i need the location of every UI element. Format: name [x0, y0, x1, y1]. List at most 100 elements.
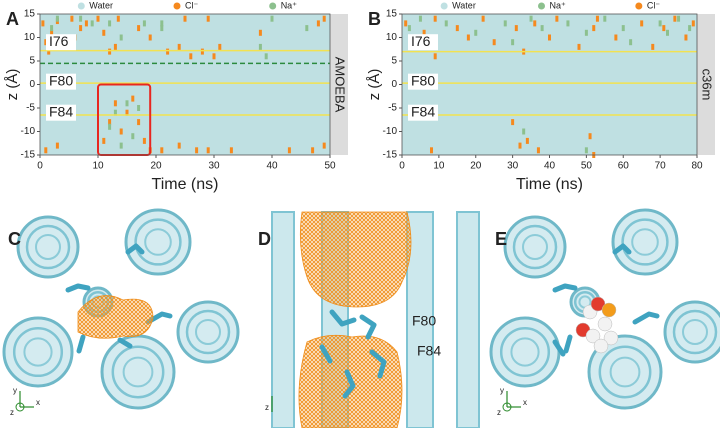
panel-label: B: [368, 9, 381, 29]
data-point: [142, 20, 146, 27]
data-point: [90, 20, 94, 27]
data-point: [44, 39, 48, 46]
legend-label: Cl⁻: [647, 0, 660, 10]
side-chain: [563, 334, 573, 354]
data-point: [125, 109, 129, 116]
model-strip: [330, 14, 348, 155]
axis-z: [502, 402, 512, 412]
data-point: [514, 25, 518, 32]
helix-turn: [185, 309, 231, 355]
x-tick-label: 50: [324, 161, 336, 172]
y-tick-label: 15: [386, 9, 398, 20]
data-point: [55, 15, 59, 22]
legend-marker: [440, 2, 448, 10]
data-point: [316, 20, 320, 27]
data-point: [206, 147, 210, 154]
residue-label-bg: [46, 73, 76, 90]
data-point: [160, 25, 164, 32]
data-point: [160, 20, 164, 27]
legend-marker: [635, 2, 643, 10]
legend-marker: [77, 2, 85, 10]
helix-turn: [134, 218, 182, 266]
side-chain: [632, 311, 660, 325]
data-point: [195, 147, 199, 154]
density-mesh: [77, 295, 154, 339]
residue-label: F80: [411, 72, 435, 88]
legend-marker: [538, 2, 545, 10]
helix-turn: [672, 309, 718, 355]
residue-label: F80: [49, 72, 73, 88]
helix: [456, 211, 480, 428]
data-point: [116, 15, 120, 22]
helix-turn: [598, 345, 652, 399]
axis-label: z: [10, 408, 14, 417]
y-tick-label: -15: [383, 150, 398, 161]
data-point: [102, 29, 106, 36]
axis-label: y: [500, 386, 504, 395]
data-point: [584, 29, 588, 36]
data-point: [96, 15, 100, 22]
data-point: [433, 53, 437, 60]
residue-label-bg: [46, 104, 76, 121]
residue-label: F80: [412, 313, 436, 329]
atom: [597, 316, 613, 332]
data-point: [404, 20, 408, 27]
atom: [593, 338, 609, 354]
data-point: [137, 105, 141, 111]
data-point: [688, 25, 692, 32]
data-point: [142, 137, 146, 144]
legend-label: Cl⁻: [185, 0, 198, 10]
atom: [601, 302, 617, 318]
x-tick-label: 0: [399, 161, 405, 172]
data-point: [603, 15, 607, 22]
x-tick-label: 70: [655, 161, 667, 172]
data-point: [533, 20, 537, 27]
data-point: [41, 20, 45, 27]
x-tick-label: 50: [581, 161, 593, 172]
helix-turn: [195, 319, 221, 345]
data-point: [536, 147, 540, 154]
side-chain: [65, 283, 91, 293]
data-point: [79, 15, 83, 22]
data-point: [166, 48, 170, 55]
data-point: [566, 20, 570, 27]
residue-label-bg: [408, 104, 438, 121]
helix-turn: [122, 356, 154, 388]
helix-turn: [512, 224, 558, 270]
data-point: [592, 25, 596, 32]
legend-marker: [173, 2, 181, 10]
data-point: [119, 34, 123, 41]
data-point: [258, 43, 262, 50]
data-point: [529, 15, 533, 22]
data-point: [418, 15, 422, 22]
x-tick-label: 30: [507, 161, 519, 172]
data-point: [183, 15, 187, 22]
side-chain: [359, 314, 377, 340]
side-chain: [117, 337, 133, 349]
data-point: [206, 15, 210, 22]
helix-turn: [609, 356, 641, 388]
x-tick-label: 20: [150, 161, 162, 172]
x-tick-label: 40: [544, 161, 556, 172]
data-point: [407, 25, 411, 32]
x-tick-label: 40: [266, 161, 278, 172]
data-point: [108, 123, 112, 130]
side-chain: [369, 349, 387, 379]
helix-turn: [522, 234, 548, 260]
data-point: [518, 142, 522, 149]
axis-label: z: [265, 403, 269, 412]
data-point: [322, 15, 326, 22]
data-point: [131, 95, 135, 102]
data-point: [511, 119, 515, 126]
residue-label: F84: [411, 103, 435, 119]
residue-label: I76: [411, 33, 431, 49]
data-point: [258, 29, 262, 36]
legend-label: Na⁺: [550, 0, 567, 10]
model-strip: [697, 14, 715, 155]
y-tick-label: -15: [21, 150, 36, 161]
data-point: [108, 119, 112, 126]
data-point: [200, 48, 204, 55]
data-point: [177, 43, 181, 50]
helix-turn: [23, 337, 53, 367]
helix-turn: [111, 345, 165, 399]
